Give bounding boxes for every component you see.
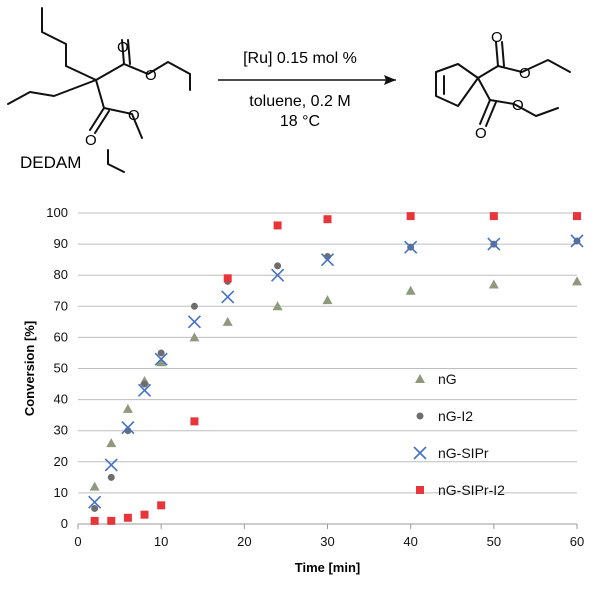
- legend-label-ng: nG: [438, 371, 457, 387]
- product-oxygen-1: O: [491, 29, 503, 46]
- data-point-ng: [106, 438, 117, 448]
- data-point-ng-sipr-i2: [223, 274, 232, 283]
- y-tick-label: 20: [54, 454, 68, 469]
- data-point-ng: [122, 403, 133, 413]
- legend-marker-ng-i2: [416, 412, 424, 420]
- solvent-concentration: toluene, 0.2 M: [249, 93, 350, 110]
- reaction-scheme: O O O O DEDAM [Ru] 0.15 mol % toluene, 0…: [7, 7, 571, 173]
- data-point-ng-sipr: [137, 383, 152, 397]
- data-point-ng: [405, 285, 416, 295]
- y-tick-label: 30: [54, 423, 68, 438]
- product-oxygen-3: O: [475, 125, 487, 142]
- data-point-ng-sipr: [487, 237, 501, 251]
- arrowhead-icon: [384, 75, 396, 85]
- data-point-ng-sipr-i2: [273, 221, 282, 230]
- reactant-oxygen-4: O: [128, 107, 140, 124]
- data-point-ng: [156, 357, 167, 367]
- data-point-ng-i2: [91, 504, 99, 512]
- data-point-ng-sipr-i2: [140, 510, 149, 519]
- x-tick-label: 10: [154, 534, 168, 549]
- x-tick-label: 50: [487, 534, 501, 549]
- reactant-oxygen-3: O: [85, 132, 97, 149]
- data-point-ng: [572, 276, 582, 286]
- y-tick-label: 60: [54, 329, 68, 344]
- y-tick-label: 40: [54, 392, 68, 407]
- data-point-ng-sipr: [88, 495, 102, 509]
- y-tick-label: 70: [54, 298, 68, 313]
- product-oxygen-2: O: [519, 65, 531, 82]
- temperature: 18 °C: [280, 113, 320, 130]
- data-point-ng-i2: [141, 380, 149, 388]
- data-point-ng-sipr-i2: [123, 513, 132, 522]
- product-oxygen-4: O: [512, 97, 524, 114]
- data-point-ng: [488, 279, 499, 289]
- data-point-ng-sipr-i2: [573, 212, 581, 221]
- legend-label-ng-i2: nG-I2: [438, 408, 473, 424]
- data-point-ng-sipr: [320, 253, 335, 267]
- y-tick-label: 90: [54, 236, 68, 251]
- x-tick-label: 40: [403, 534, 417, 549]
- data-point-ng-sipr: [271, 268, 285, 282]
- data-point-ng-sipr: [187, 315, 201, 329]
- data-point-ng: [272, 301, 283, 311]
- x-tick-label: 0: [74, 534, 81, 549]
- reactant-oxygen-1: O: [117, 39, 129, 56]
- x-tick-label: 60: [570, 534, 584, 549]
- y-tick-label: 50: [54, 361, 68, 376]
- data-point-ng-i2: [107, 473, 115, 481]
- y-tick-label: 10: [54, 485, 68, 500]
- y-tick-label: 100: [46, 205, 68, 220]
- data-point-ng: [322, 295, 333, 305]
- data-points: [88, 212, 584, 525]
- data-point-ng-sipr-i2: [90, 516, 99, 525]
- catalyst-loading: [Ru] 0.15 mol %: [243, 50, 357, 67]
- data-point-ng-sipr-i2: [107, 516, 116, 525]
- data-point-ng-i2: [274, 262, 282, 270]
- y-axis-label: Conversion [%]: [22, 321, 37, 416]
- legend-marker-ng-sipr: [413, 446, 427, 460]
- y-tick-label: 0: [61, 516, 68, 531]
- legend: nG nG-I2 nG-SIPr nG-SIPr-I2: [413, 371, 505, 498]
- data-point-ng: [189, 332, 200, 342]
- legend-marker-ng: [415, 374, 425, 383]
- data-point-ng-sipr-i2: [406, 212, 415, 221]
- legend-marker-ng-sipr-i2: [416, 486, 424, 494]
- y-tick-label: 80: [54, 267, 68, 282]
- reactant-oxygen-2: O: [145, 67, 157, 84]
- data-point-ng: [89, 481, 100, 491]
- data-point-ng-sipr: [104, 458, 118, 472]
- y-tick-labels: 0 10 20 30 40 50 60 70 80 90 100: [46, 205, 68, 531]
- data-point-ng-sipr: [570, 234, 584, 248]
- data-point-ng-sipr-i2: [323, 215, 332, 224]
- data-point-ng-sipr: [154, 352, 168, 366]
- x-tick-labels: 0 10 20 30 40 50 60: [74, 534, 584, 549]
- data-point-ng-sipr-i2: [157, 501, 166, 510]
- data-point-ng-sipr-i2: [190, 417, 199, 426]
- data-point-ng-sipr: [221, 290, 235, 304]
- reactant-label: DEDAM: [20, 153, 81, 172]
- data-point-ng-sipr: [121, 421, 135, 435]
- data-point-ng-sipr-i2: [489, 212, 498, 221]
- x-axis-label: Time [min]: [295, 560, 361, 575]
- data-point-ng-i2: [157, 349, 165, 357]
- data-point-ng-sipr: [404, 240, 418, 254]
- x-tick-label: 30: [320, 534, 334, 549]
- legend-label-ng-sipr: nG-SIPr: [438, 445, 489, 461]
- reactant-structure: [7, 7, 191, 173]
- data-point-ng-i2: [190, 302, 198, 310]
- data-point-ng: [222, 316, 233, 326]
- x-tick-label: 20: [237, 534, 251, 549]
- legend-label-ng-sipr-i2: nG-SIPr-I2: [438, 482, 505, 498]
- product-structure: [435, 41, 571, 127]
- conversion-chart: 0 10 20 30 40 50 60 70 80 90 100 0 10 20 30 40 50 60 Tim…: [22, 205, 584, 575]
